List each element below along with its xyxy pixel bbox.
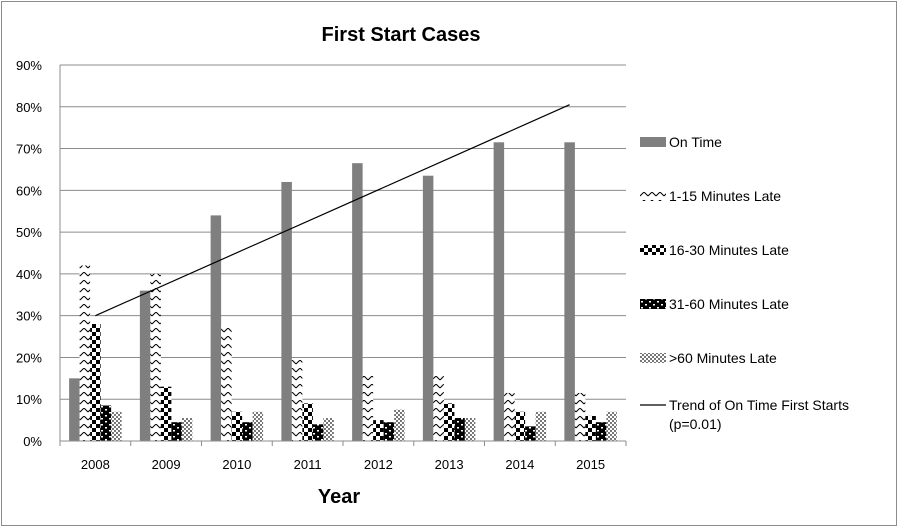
bar — [69, 378, 80, 441]
bar — [302, 403, 313, 441]
y-tick-label: 90% — [16, 58, 42, 73]
legend-label: (p=0.01) — [669, 416, 722, 432]
bar — [90, 324, 101, 441]
bar — [100, 405, 112, 441]
x-axis-ticks: 2008 2009 2010 2011 2012 2013 2014 2015 — [81, 457, 605, 472]
legend-label: 16-30 Minutes Late — [669, 242, 789, 258]
bar — [504, 392, 515, 441]
chart-title: First Start Cases — [322, 24, 481, 46]
bar — [574, 392, 586, 441]
y-tick-label: 40% — [16, 267, 42, 282]
bar — [383, 422, 395, 441]
x-tick-label: 2013 — [435, 457, 464, 472]
bars — [69, 142, 617, 442]
bar — [535, 411, 547, 441]
bar — [79, 265, 91, 441]
bar — [493, 142, 505, 442]
trendline-path — [95, 104, 570, 317]
bar — [252, 411, 264, 441]
bar — [525, 426, 536, 441]
legend: On Time 1-15 Minutes Late 16-30 Minutes La… — [640, 134, 849, 432]
legend-label: >60 Minutes Late — [669, 350, 777, 366]
legend-swatch — [640, 299, 666, 309]
bar — [281, 181, 292, 441]
x-tick-label: 2010 — [222, 457, 251, 472]
y-tick-label: 80% — [16, 100, 42, 115]
bar — [150, 273, 161, 441]
legend-swatch — [640, 353, 666, 363]
bar — [160, 386, 172, 441]
bar — [242, 422, 253, 441]
y-tick-label: 10% — [16, 392, 42, 407]
y-tick-label: 60% — [16, 183, 42, 198]
legend-label: 31-60 Minutes Late — [669, 296, 789, 312]
bar — [606, 411, 617, 441]
bar — [464, 418, 476, 441]
x-tick-label: 2011 — [294, 457, 322, 472]
bar — [323, 418, 334, 441]
bar — [433, 374, 444, 441]
x-tick-label: 2012 — [364, 457, 393, 472]
bar — [171, 422, 182, 441]
bar — [373, 420, 384, 441]
legend-swatch — [640, 191, 666, 201]
y-tick-label: 20% — [16, 350, 42, 365]
legend-swatch — [640, 137, 666, 147]
y-tick-label: 70% — [16, 142, 42, 157]
bar — [221, 326, 232, 441]
bar — [585, 415, 596, 441]
x-tick-label: 2015 — [576, 457, 605, 472]
y-tick-label: 0% — [23, 434, 42, 449]
bar — [181, 418, 193, 441]
trendline — [95, 104, 570, 317]
legend-label: Trend of On Time First Starts — [669, 397, 849, 413]
bar — [312, 424, 324, 441]
bar — [210, 215, 222, 441]
x-tick-label: 2009 — [152, 457, 181, 472]
legend-label: 1-15 Minutes Late — [669, 188, 781, 204]
bar — [291, 359, 303, 441]
bar — [139, 290, 151, 441]
y-tick-label: 50% — [16, 225, 42, 240]
legend-swatch — [640, 245, 666, 255]
x-tick-label: 2014 — [505, 457, 534, 472]
bar — [111, 411, 122, 441]
x-tick-label: 2008 — [81, 457, 110, 472]
bar — [231, 411, 243, 441]
legend-label: On Time — [669, 134, 722, 150]
bar — [564, 142, 575, 442]
bar — [352, 163, 363, 441]
bar — [394, 409, 405, 441]
bar — [443, 403, 455, 441]
y-tick-label: 30% — [16, 309, 42, 324]
x-axis-label: Year — [318, 486, 360, 508]
bar — [422, 175, 434, 441]
bar — [362, 374, 374, 441]
bar — [454, 418, 465, 441]
y-axis-ticks: 0% 10% 20% 30% 40% 50% 60% 70% 80% 90% — [16, 58, 42, 449]
bar — [595, 422, 607, 441]
bar — [514, 411, 526, 441]
axes — [59, 65, 627, 446]
